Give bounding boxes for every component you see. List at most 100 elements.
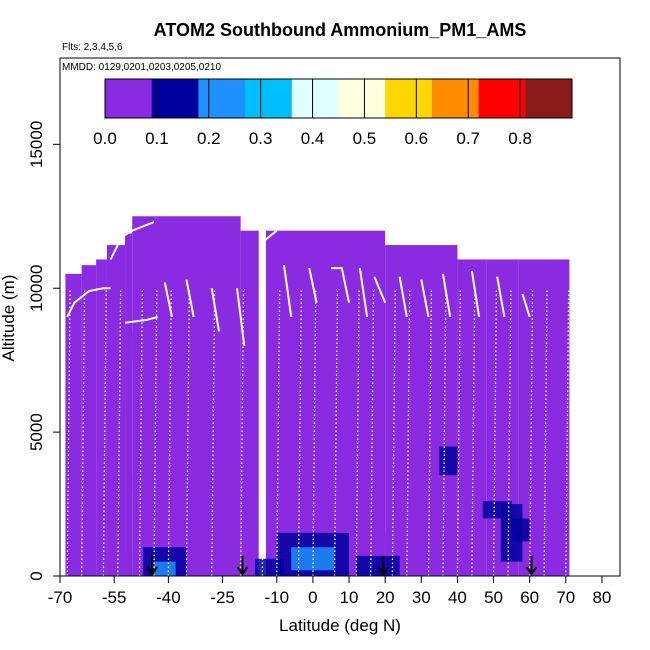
colorbar-swatch bbox=[193, 79, 199, 118]
x-tick-label-6: 10 bbox=[340, 588, 359, 607]
colorbar-swatch bbox=[162, 79, 168, 118]
colorbar-swatch bbox=[421, 79, 428, 118]
colorbar-swatch bbox=[307, 79, 314, 118]
colorbar-swatch bbox=[426, 79, 433, 118]
down-arrow-3 bbox=[525, 555, 538, 576]
colorbar-tick-label-4: 0.4 bbox=[301, 129, 325, 148]
colorbar-swatch bbox=[172, 79, 179, 118]
x-tick-label-9: 40 bbox=[448, 588, 467, 607]
colorbar-swatch bbox=[286, 79, 293, 118]
colorbar-swatch bbox=[504, 79, 511, 118]
colorbar-swatch bbox=[546, 79, 552, 118]
colorbar-swatch bbox=[369, 79, 376, 118]
colorbar-swatch bbox=[260, 79, 267, 118]
colorbar-swatch bbox=[551, 79, 557, 118]
colorbar-swatch bbox=[224, 79, 231, 118]
y-tick-label-2: 10000 bbox=[27, 265, 46, 312]
colorbar-swatch bbox=[364, 79, 371, 118]
colorbar-swatch bbox=[374, 79, 381, 118]
heat-column-0 bbox=[65, 273, 82, 576]
down-arrow-2 bbox=[377, 555, 390, 576]
colorbar-swatch bbox=[208, 79, 215, 118]
colorbar-swatch bbox=[188, 79, 194, 118]
colorbar-swatch bbox=[291, 79, 298, 118]
colorbar-swatch bbox=[463, 79, 469, 118]
heat-cell-19 bbox=[341, 504, 364, 533]
x-tick-label-2: -40 bbox=[156, 588, 181, 607]
colorbar-swatch bbox=[442, 79, 448, 118]
colorbar-swatch bbox=[203, 79, 210, 118]
flight-track-5 bbox=[185, 279, 195, 318]
flight-track-9 bbox=[283, 265, 293, 318]
flight-track-17 bbox=[470, 270, 481, 318]
heat-cell-8 bbox=[421, 403, 443, 490]
y-tick-label-0: 0 bbox=[27, 571, 46, 580]
heat-cell-6 bbox=[370, 532, 393, 556]
colorbar-swatch bbox=[105, 79, 111, 118]
flight-track-19 bbox=[521, 293, 531, 318]
flight-track-11 bbox=[330, 267, 351, 303]
x-tick-label-10: 50 bbox=[484, 588, 503, 607]
heat-column-1 bbox=[81, 265, 97, 576]
colorbar-swatch bbox=[296, 79, 303, 118]
colorbar-swatch bbox=[276, 79, 282, 118]
colorbar-swatch bbox=[120, 79, 127, 118]
colorbar-swatch bbox=[115, 79, 122, 118]
dates-annotation: MMDD: 0129,0201,0203,0205,0210 bbox=[62, 62, 221, 73]
y-tick-label-1: 5000 bbox=[27, 413, 46, 451]
colorbar-tick-label-3: 0.3 bbox=[249, 129, 273, 148]
flight-track-18 bbox=[496, 276, 506, 318]
colorbar-swatch bbox=[416, 79, 423, 118]
colorbar-swatch bbox=[390, 79, 397, 118]
x-tick-label-8: 30 bbox=[412, 588, 431, 607]
colorbar-swatch bbox=[239, 79, 246, 118]
profile-track-10 bbox=[261, 288, 266, 577]
colorbar-tick-label-1: 0.1 bbox=[145, 129, 169, 148]
colorbar-tick-label-7: 0.7 bbox=[456, 129, 480, 148]
colorbar-swatch bbox=[400, 79, 407, 118]
heat-column-3 bbox=[106, 245, 126, 577]
y-axis: 0 5000 10000 15000 bbox=[27, 121, 60, 581]
colorbar-swatch bbox=[322, 79, 329, 118]
colorbar-swatch bbox=[354, 79, 360, 118]
colorbar-tick-label-5: 0.5 bbox=[353, 129, 377, 148]
x-tick-label-12: 70 bbox=[556, 588, 575, 607]
colorbar-swatch bbox=[177, 79, 184, 118]
colorbar-swatch bbox=[468, 79, 474, 118]
colorbar-swatch bbox=[328, 79, 334, 118]
heat-cell-18 bbox=[125, 331, 140, 361]
colorbar-swatch bbox=[509, 79, 516, 118]
colorbar-swatch bbox=[540, 79, 547, 118]
colorbar-swatch bbox=[281, 79, 288, 118]
colorbar-swatch bbox=[411, 79, 417, 118]
flight-track-1 bbox=[109, 244, 119, 260]
flight-track-0 bbox=[66, 287, 111, 318]
colorbar-swatch bbox=[499, 79, 506, 118]
flight-track-6 bbox=[210, 288, 220, 332]
heat-cell-1 bbox=[153, 561, 176, 576]
colorbar-swatch bbox=[437, 79, 443, 118]
y-tick-label-3: 15000 bbox=[27, 121, 46, 168]
x-axis: -70 -55 -40 -25 -10 0 10 20 30 40 50 60 70 80 bbox=[48, 576, 611, 607]
heat-cell-15 bbox=[204, 561, 241, 576]
colorbar-swatch bbox=[151, 79, 158, 118]
heat-column-7 bbox=[265, 230, 386, 576]
heat-column-5 bbox=[132, 216, 241, 576]
down-arrow-1 bbox=[236, 555, 249, 576]
colorbar-swatch bbox=[405, 79, 412, 118]
colorbar-swatch bbox=[146, 79, 153, 118]
x-tick-label-13: 80 bbox=[592, 588, 611, 607]
colorbar-swatch bbox=[525, 79, 531, 118]
colorbar-swatch bbox=[213, 79, 220, 118]
colorbar-swatch bbox=[380, 79, 386, 118]
colorbar-swatch bbox=[125, 79, 132, 118]
heat-cell-7 bbox=[392, 475, 422, 553]
colorbar-swatch bbox=[535, 79, 542, 118]
colorbar-tick-label-6: 0.6 bbox=[405, 129, 429, 148]
heat-cell-10 bbox=[457, 489, 483, 533]
colorbar-swatch bbox=[520, 79, 526, 118]
flight-track-3 bbox=[124, 316, 158, 324]
colorbar: 0.0 0.1 0.2 0.3 0.4 0.5 0.6 0.7 0.8 bbox=[93, 78, 573, 148]
colorbar-tick-label-0: 0.0 bbox=[93, 129, 117, 148]
